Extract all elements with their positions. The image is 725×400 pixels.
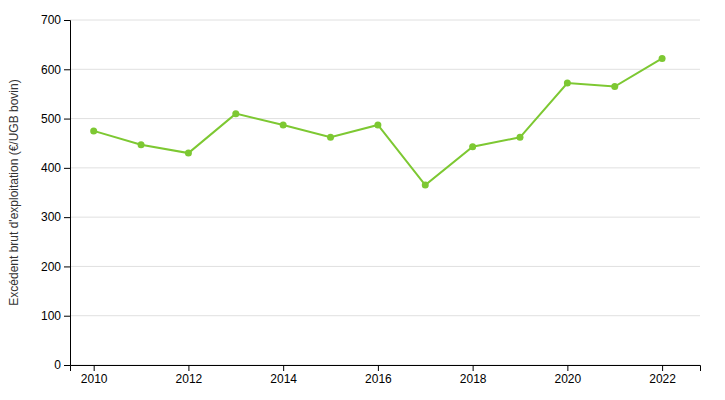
x-tick: 2018 bbox=[460, 365, 487, 386]
y-tick-label: 400 bbox=[41, 161, 61, 175]
y-tick-mark bbox=[64, 365, 70, 366]
y-tick: 400 bbox=[41, 161, 70, 175]
series bbox=[90, 55, 665, 189]
y-tick-label: 100 bbox=[41, 309, 61, 323]
grid-line bbox=[70, 167, 700, 168]
point bbox=[422, 182, 429, 189]
x-tick-label: 2018 bbox=[460, 372, 487, 386]
y-tick-mark bbox=[64, 119, 70, 120]
y-tick-label: 700 bbox=[41, 13, 61, 27]
y-tick-mark bbox=[64, 316, 70, 317]
grid-line bbox=[70, 20, 700, 21]
x-tick-label: 2010 bbox=[81, 372, 108, 386]
y-tick-label: 0 bbox=[54, 358, 61, 372]
y-tick: 300 bbox=[41, 210, 70, 224]
point bbox=[280, 121, 287, 128]
y-tick: 0 bbox=[54, 358, 70, 372]
point bbox=[90, 127, 97, 134]
y-tick: 600 bbox=[41, 63, 70, 77]
y-tick-mark bbox=[64, 69, 70, 70]
point bbox=[138, 141, 145, 148]
x-tick: 2022 bbox=[649, 365, 676, 386]
x-tick-label: 2016 bbox=[365, 372, 392, 386]
point bbox=[517, 134, 524, 141]
chart: 2010 2012 2014 2016 2018 2020 2022 0 100 200 300 40… bbox=[0, 0, 725, 400]
y-tick-label: 500 bbox=[41, 112, 61, 126]
y-axis-line bbox=[64, 21, 71, 366]
point bbox=[232, 110, 239, 117]
point bbox=[185, 150, 192, 157]
point bbox=[659, 55, 666, 62]
plot-area: 2010 2012 2014 2016 2018 2020 2022 0 100 200 300 40… bbox=[41, 13, 701, 385]
y-tick-label: 200 bbox=[41, 260, 61, 274]
y-tick-mark bbox=[64, 168, 70, 169]
y-tick-mark bbox=[64, 266, 70, 267]
grid-line bbox=[70, 266, 700, 267]
grid-line bbox=[70, 118, 700, 119]
line bbox=[94, 58, 662, 185]
grid-line bbox=[70, 315, 700, 316]
x-tick: 2012 bbox=[176, 365, 203, 386]
x-tick-label: 2022 bbox=[649, 372, 676, 386]
x-tick-mark bbox=[473, 365, 474, 371]
y-tick: 700 bbox=[41, 13, 70, 27]
point bbox=[564, 80, 571, 87]
y-tick-label: 600 bbox=[41, 63, 61, 77]
y-tick-mark bbox=[64, 217, 70, 218]
x-tick-mark bbox=[94, 365, 95, 371]
x-tick: 2010 bbox=[81, 365, 108, 386]
x-axis-line bbox=[71, 366, 701, 372]
x-tick-label: 2012 bbox=[176, 372, 203, 386]
y-tick: 200 bbox=[41, 260, 70, 274]
x-tick-mark bbox=[567, 365, 568, 371]
y-tick-label: 300 bbox=[41, 210, 61, 224]
y-tick-mark bbox=[64, 20, 70, 21]
x-tick-mark bbox=[188, 365, 189, 371]
x-tick-mark bbox=[283, 365, 284, 371]
x-tick: 2016 bbox=[365, 365, 392, 386]
x-tick-mark bbox=[662, 365, 663, 371]
point bbox=[327, 134, 334, 141]
y-tick: 100 bbox=[41, 309, 70, 323]
point bbox=[611, 83, 618, 90]
y-axis-title: Excédent brut d'exploitation (€/UGB bovi… bbox=[7, 79, 21, 305]
grid-line bbox=[70, 69, 700, 70]
y-axis: 0 100 200 300 400 500 600 700 bbox=[41, 13, 71, 372]
x-axis: 2010 2012 2014 2016 2018 2020 2022 bbox=[71, 365, 701, 386]
y-tick: 500 bbox=[41, 112, 70, 126]
point bbox=[469, 143, 476, 150]
grid-line bbox=[70, 217, 700, 218]
point bbox=[374, 121, 381, 128]
x-tick-label: 2020 bbox=[555, 372, 582, 386]
x-tick-label: 2014 bbox=[270, 372, 297, 386]
x-tick-mark bbox=[378, 365, 379, 371]
x-tick: 2014 bbox=[270, 365, 297, 386]
grid bbox=[70, 20, 700, 365]
x-tick: 2020 bbox=[555, 365, 582, 386]
